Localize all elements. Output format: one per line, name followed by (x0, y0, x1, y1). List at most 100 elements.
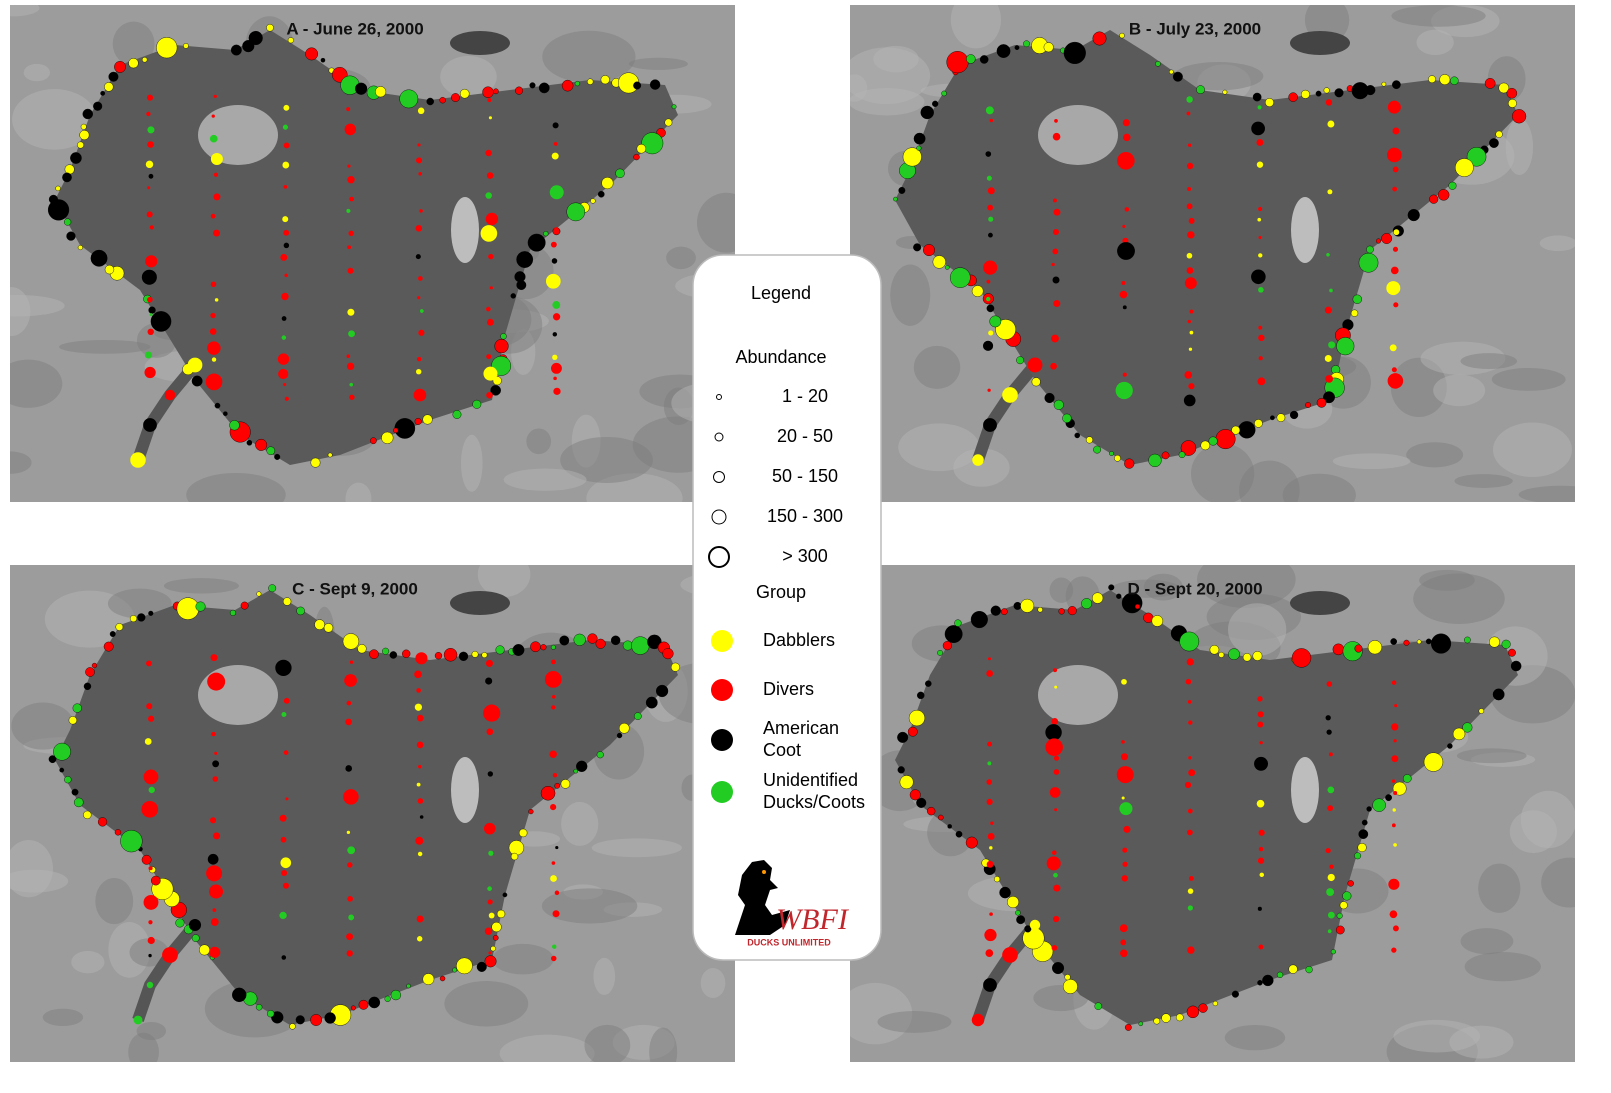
bird-dot (1117, 766, 1134, 783)
bird-dot (1367, 807, 1372, 812)
bird-dot (1511, 661, 1521, 671)
bird-dot (1431, 634, 1451, 654)
bird-dot (1289, 93, 1298, 102)
bird-dot (1328, 341, 1335, 348)
bird-dot (994, 876, 1000, 882)
bird-dot (1109, 451, 1113, 455)
bird-dot (1176, 1014, 1183, 1021)
bird-dot (418, 852, 422, 856)
bird-dot (415, 418, 422, 425)
land-texture (877, 1011, 951, 1033)
bird-dot (1120, 940, 1126, 946)
bird-dot (347, 268, 353, 274)
bird-dot (1188, 383, 1194, 389)
land-texture (164, 578, 239, 593)
bird-dot (213, 776, 219, 782)
bird-dot (459, 652, 468, 661)
bird-dot (1053, 133, 1061, 141)
bird-dot (933, 256, 946, 269)
bird-dot (91, 250, 107, 266)
bird-dot (416, 254, 421, 259)
bird-dot (1512, 109, 1526, 123)
bird-dot (400, 90, 418, 108)
bird-dot (1125, 207, 1130, 212)
land-texture (43, 1009, 83, 1026)
bird-dot (1032, 378, 1041, 387)
bird-dot (346, 209, 350, 213)
bird-dot (281, 293, 288, 300)
bird-dot (561, 779, 570, 788)
bird-dot (1053, 229, 1059, 235)
land-texture (526, 428, 551, 454)
bird-dot (192, 376, 202, 386)
bird-dot (105, 265, 114, 274)
bird-dot (343, 789, 358, 804)
bird-dot (932, 101, 938, 107)
bird-dot (1053, 668, 1057, 672)
bird-dot (1449, 182, 1457, 190)
bird-dot (162, 947, 178, 963)
bird-dot (210, 313, 215, 318)
bird-dot (453, 410, 461, 418)
bird-dot (146, 703, 152, 709)
bird-dot (56, 186, 61, 191)
bird-dot (284, 243, 289, 248)
bird-dot (444, 648, 457, 661)
bird-dot (575, 81, 580, 86)
pond (450, 31, 510, 55)
bird-dot (552, 945, 556, 949)
bird-dot (211, 281, 217, 287)
bird-dot (143, 418, 157, 432)
land-texture (1283, 474, 1356, 517)
bird-dot (347, 950, 353, 956)
pond (450, 591, 510, 615)
bird-dot (989, 846, 992, 849)
bird-dot (588, 634, 598, 644)
bird-dot (483, 87, 494, 98)
bird-dot (435, 652, 442, 659)
bird-dot (923, 244, 934, 255)
bird-dot (966, 54, 975, 63)
bird-dot (900, 775, 913, 788)
bird-dot (1253, 651, 1262, 660)
bird-dot (212, 357, 216, 361)
bird-dot (483, 705, 500, 722)
bird-dot (1188, 769, 1195, 776)
bird-dot (150, 225, 154, 229)
bird-dot (147, 126, 154, 133)
bird-dot (369, 650, 378, 659)
bird-dot (1265, 98, 1273, 106)
bird-dot (67, 232, 76, 241)
bird-dot (275, 660, 291, 676)
bird-dot (284, 698, 290, 704)
bird-dot (130, 452, 146, 468)
bird-dot (1149, 454, 1162, 467)
bird-dot (530, 642, 540, 652)
bird-dot (355, 83, 367, 95)
bird-dot (1122, 848, 1127, 853)
bird-dot (83, 811, 91, 819)
bird-dot (1187, 830, 1193, 836)
bird-dot (550, 185, 564, 199)
bird-dot (546, 274, 561, 289)
bird-dot (297, 607, 305, 615)
bird-dot (553, 910, 560, 917)
bird-dot (1050, 363, 1057, 370)
bird-dot (1188, 809, 1193, 814)
bird-dot (1337, 913, 1343, 919)
bird-dot (1393, 739, 1396, 742)
bird-dot (1251, 122, 1265, 136)
bird-dot (983, 341, 993, 351)
bird-dot (1052, 962, 1064, 974)
bird-dot (230, 420, 240, 430)
bird-dot (1376, 239, 1381, 244)
bird-dot (1496, 131, 1503, 138)
bird-dot (417, 915, 424, 922)
bird-dot (486, 213, 498, 225)
bird-dot (149, 787, 155, 793)
bird-dot (1258, 945, 1263, 950)
bird-dot (1028, 358, 1043, 373)
bird-dot (489, 913, 495, 919)
bird-dot (611, 636, 620, 645)
bird-dot (484, 823, 496, 835)
